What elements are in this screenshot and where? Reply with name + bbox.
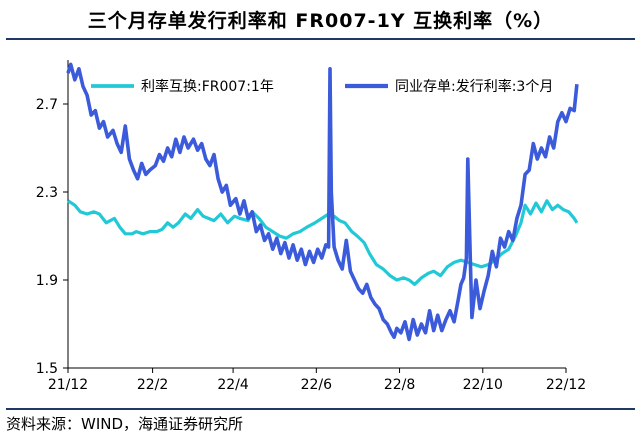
title-rule: [6, 38, 635, 40]
x-tick-label: 22/12: [546, 377, 586, 393]
y-tick-label: 1.5: [36, 361, 58, 377]
series-line-ncd: [66, 62, 579, 342]
source-note: 资料来源：WIND，海通证券研究所: [6, 415, 244, 433]
y-tick-label: 2.3: [36, 185, 58, 201]
x-tick-label: 22/4: [217, 377, 249, 393]
x-tick-label: 22/2: [137, 377, 168, 393]
legend-label: 同业存单:发行利率:3个月: [395, 78, 553, 95]
chart-area: 1.5 1.9 2.3 2.7 21/12 22/2 22/4 22/6 22/8 22/10 22…: [36, 60, 586, 393]
legend-label: 利率互换:FR007:1年: [141, 78, 274, 95]
chart-title-bar: 三个月存单发行利率和 FR007-1Y 互换利率（%）: [0, 0, 641, 38]
x-tick-label: 22/10: [463, 377, 503, 393]
chart-title: 三个月存单发行利率和 FR007-1Y 互换利率（%）: [87, 9, 554, 32]
y-tick-label: 2.7: [36, 97, 58, 113]
x-tick-label: 22/8: [384, 377, 415, 393]
x-tick-label: 22/6: [301, 377, 333, 393]
source-rule: [6, 408, 635, 410]
y-tick-label: 1.9: [36, 273, 58, 289]
x-tick-label: 21/12: [48, 377, 88, 393]
